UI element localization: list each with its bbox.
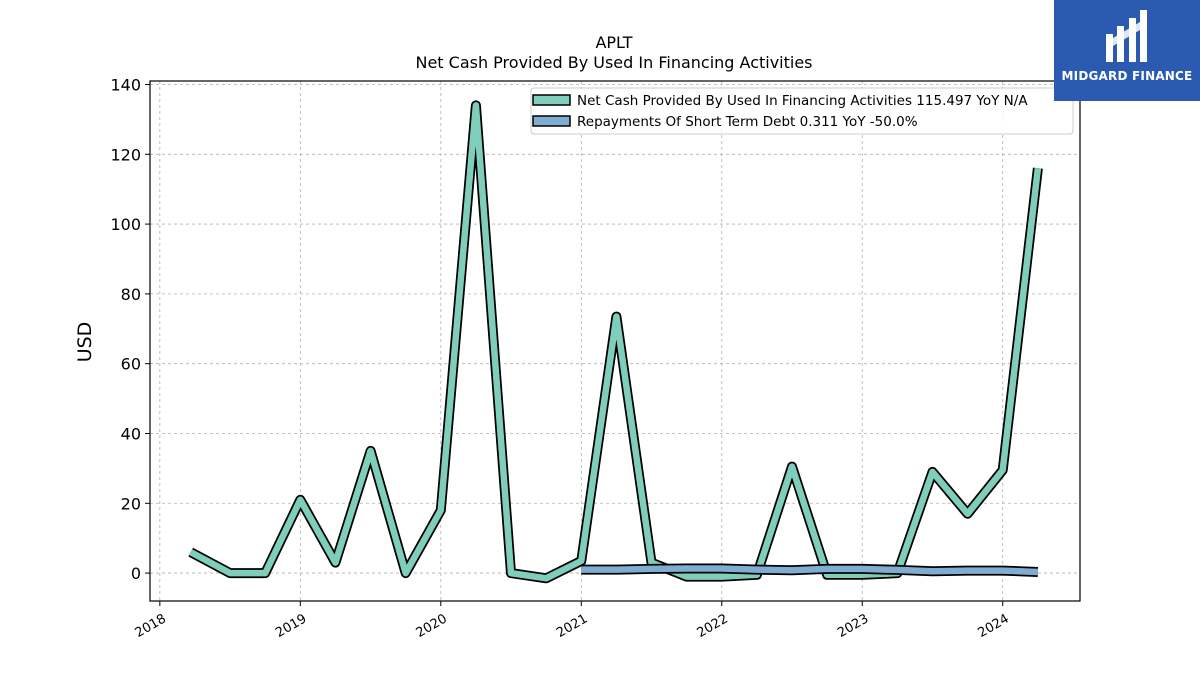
- brand-logo-text: MIDGARD FINANCE: [1061, 69, 1193, 83]
- y-tick-label: 140: [110, 75, 141, 94]
- legend-swatch-repayments: [532, 115, 571, 127]
- legend: Net Cash Provided By Used In Financing A…: [530, 87, 1074, 135]
- x-tick-label: 2023: [835, 611, 871, 641]
- y-tick-label: 60: [121, 355, 141, 374]
- x-tick-label: 2019: [273, 611, 309, 641]
- y-axis: 0 20 40 60 80 100 120 140: [110, 75, 150, 583]
- x-tick-label: 2018: [133, 611, 169, 641]
- legend-label-repayments: Repayments Of Short Term Debt 0.311 YoY …: [577, 114, 918, 130]
- legend-box: [530, 87, 1074, 135]
- series-layer: [188, 100, 1043, 584]
- y-tick-label: 120: [110, 145, 141, 164]
- y-tick-label: 40: [121, 424, 141, 443]
- y-tick-label: 100: [110, 215, 141, 234]
- x-tick-label: 2024: [976, 611, 1012, 641]
- y-axis-label: USD: [74, 322, 96, 363]
- y-tick-label: 20: [121, 494, 141, 513]
- series-0-line: [189, 102, 1042, 582]
- brand-logo: MIDGARD FINANCE: [1054, 0, 1200, 101]
- midgard-logo-icon: [1106, 10, 1147, 62]
- x-tick-label: 2021: [554, 611, 590, 641]
- x-tick-label: 2020: [414, 611, 450, 641]
- y-tick-label: 80: [121, 285, 141, 304]
- y-tick-label: 0: [131, 564, 141, 583]
- chart-subtitle: Net Cash Provided By Used In Financing A…: [415, 53, 812, 72]
- legend-label-net-cash: Net Cash Provided By Used In Financing A…: [577, 93, 1028, 109]
- x-tick-label: 2022: [695, 611, 731, 641]
- x-axis: 2018 2019 2020 2021 2022 2023 2024: [133, 601, 1012, 641]
- legend-swatch-net-cash: [532, 94, 571, 106]
- plot-frame: [149, 80, 1081, 602]
- series-1-line: [581, 565, 1039, 576]
- chart-title: APLT: [595, 33, 632, 52]
